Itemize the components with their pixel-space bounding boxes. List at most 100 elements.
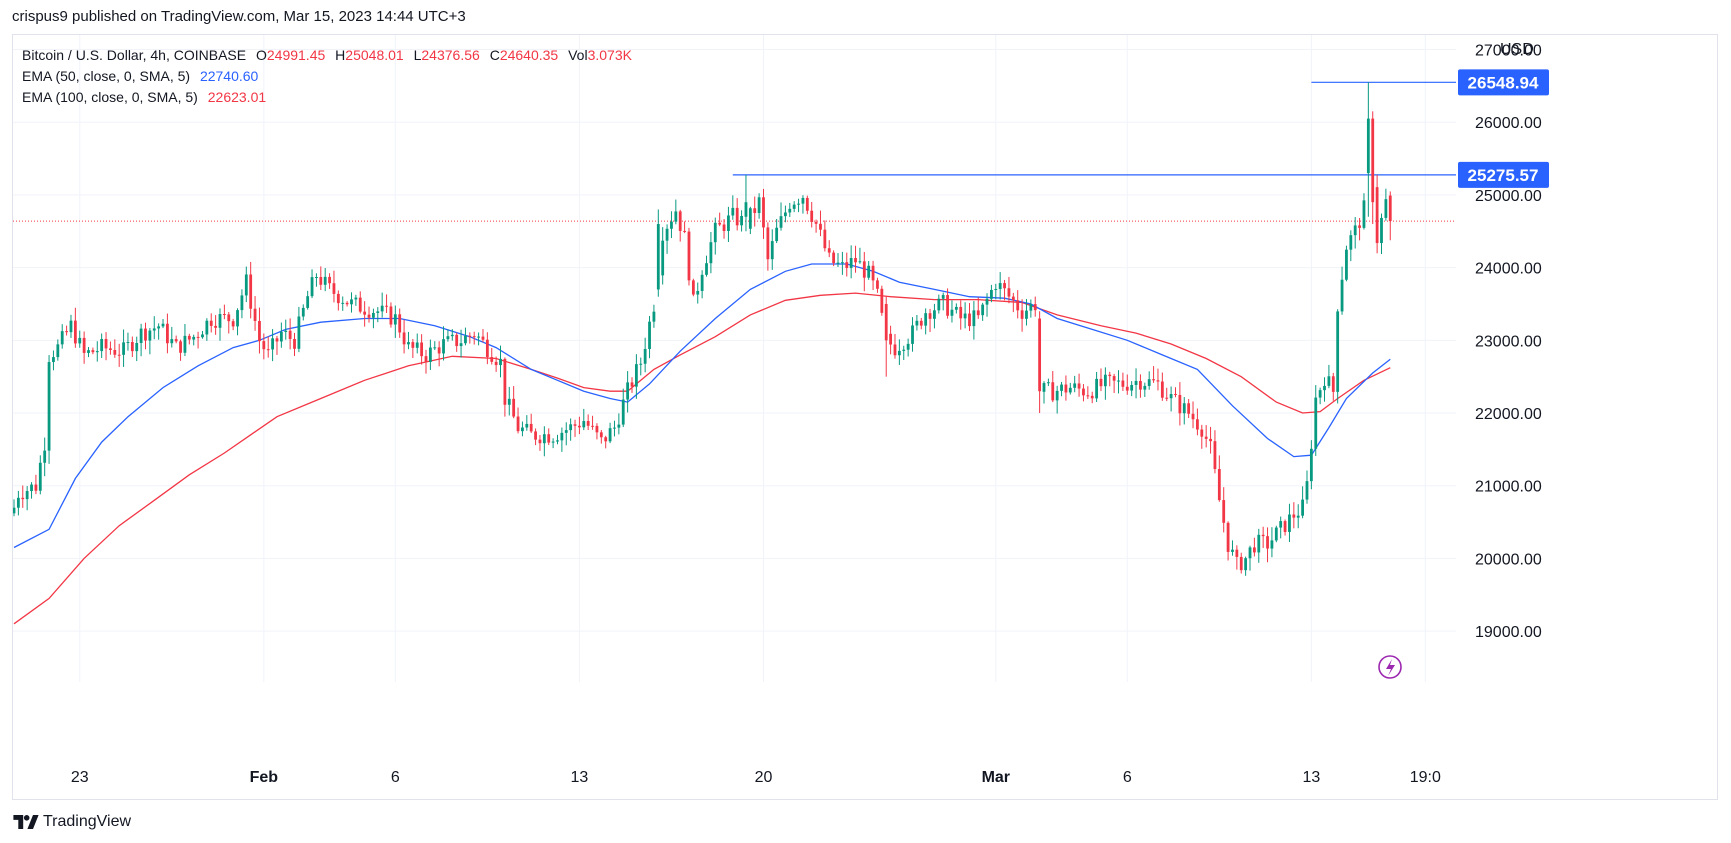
candle-body	[534, 431, 537, 440]
candle-body	[740, 215, 743, 226]
candle	[937, 294, 941, 314]
candle	[696, 282, 700, 304]
candle	[323, 268, 327, 292]
candle-body	[56, 344, 60, 358]
candle-body	[284, 330, 288, 333]
candle	[981, 302, 985, 321]
candle-body	[161, 323, 165, 327]
candle	[275, 335, 279, 355]
candle-body	[1068, 387, 1072, 393]
candle	[1011, 292, 1015, 313]
y-tick-label: 27000.00	[1475, 43, 1542, 60]
candle-body	[819, 223, 822, 230]
ema50-label: EMA (50, close, 0, SMA, 5)	[22, 68, 191, 84]
candle-body	[792, 204, 796, 209]
candle	[236, 308, 239, 336]
candle	[1082, 384, 1085, 402]
candle-body	[586, 421, 590, 426]
candle	[350, 292, 353, 313]
candle	[477, 332, 480, 346]
candle-body	[117, 354, 121, 356]
candle	[1261, 526, 1265, 549]
candle	[626, 371, 630, 413]
candle	[762, 188, 765, 239]
candle-body	[367, 314, 371, 318]
ema50-value: 22740.60	[199, 68, 259, 84]
candle-body	[1345, 249, 1348, 280]
candle	[358, 291, 362, 314]
chart-legend: Bitcoin / U.S. Dollar, 4h, COINBASE O249…	[22, 45, 632, 108]
candle	[1174, 387, 1177, 398]
candle-body	[1375, 187, 1379, 244]
candle	[551, 438, 555, 449]
candle-body	[1305, 481, 1309, 500]
candle	[880, 285, 884, 316]
ema50-legend-row[interactable]: EMA (50, close, 0, SMA, 5) 22740.60	[22, 66, 632, 87]
candle-body	[617, 424, 621, 428]
candle	[170, 326, 174, 348]
candle-body	[104, 338, 108, 349]
candle	[1112, 373, 1116, 394]
candle	[1292, 502, 1296, 529]
candle-body	[1160, 381, 1164, 398]
candle	[591, 415, 594, 430]
candle-body	[950, 309, 954, 316]
symbol-legend-row[interactable]: Bitcoin / U.S. Dollar, 4h, COINBASE O249…	[22, 47, 632, 63]
candle	[1007, 276, 1011, 304]
candle	[499, 345, 502, 378]
candle	[1196, 408, 1199, 436]
candle	[192, 334, 196, 346]
candle	[665, 224, 669, 254]
candle-body	[784, 212, 787, 217]
candle-body	[209, 320, 213, 326]
candle	[95, 341, 99, 362]
candle-body	[1336, 311, 1340, 392]
chart-frame[interactable]	[12, 34, 1718, 800]
ema100-label: EMA (100, close, 0, SMA, 5)	[22, 89, 198, 105]
candle-body	[113, 349, 117, 355]
lightning-icon[interactable]	[1378, 655, 1402, 679]
y-tick-label: 22000.00	[1475, 406, 1542, 423]
candle-body	[262, 341, 266, 350]
candle-body	[301, 307, 305, 317]
candle	[670, 211, 673, 239]
candle-body	[472, 336, 476, 338]
candle	[1130, 381, 1134, 397]
candle	[428, 339, 432, 370]
candle	[678, 209, 682, 242]
candle-body	[718, 222, 722, 225]
candle-body	[775, 227, 779, 242]
candle-body	[1204, 436, 1208, 439]
candle-body	[179, 341, 182, 353]
candle	[893, 333, 897, 359]
candle-body	[437, 347, 441, 354]
candle-body	[100, 338, 104, 352]
candle-body	[705, 263, 708, 275]
candle	[104, 332, 108, 361]
candle	[262, 333, 266, 360]
candle	[196, 331, 200, 349]
footer-brand[interactable]: TradingView	[13, 813, 131, 831]
ema100-legend-row[interactable]: EMA (100, close, 0, SMA, 5) 22623.01	[22, 87, 632, 108]
candle-body	[1121, 380, 1125, 387]
candle	[1380, 213, 1383, 255]
candle	[455, 332, 459, 352]
candle-body	[661, 240, 665, 276]
candle	[433, 341, 437, 351]
candle-body	[1064, 384, 1068, 393]
candle-body	[862, 261, 866, 278]
candle-body	[845, 262, 849, 268]
candle	[398, 308, 402, 338]
candle	[380, 292, 384, 318]
candle	[836, 253, 840, 267]
symbol-title: Bitcoin / U.S. Dollar, 4h, COINBASE	[22, 47, 247, 63]
candle	[144, 322, 147, 350]
ema50-line	[13, 263, 1391, 549]
candle	[744, 174, 748, 232]
candle-body	[328, 276, 331, 284]
candle	[547, 428, 551, 446]
candle	[599, 430, 603, 444]
candle-body	[876, 280, 879, 289]
candle	[1345, 245, 1348, 282]
